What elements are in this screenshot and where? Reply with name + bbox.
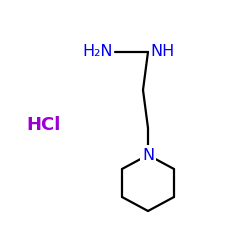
- Text: HCl: HCl: [26, 116, 61, 134]
- Text: N: N: [142, 148, 154, 162]
- Text: H₂N: H₂N: [82, 44, 113, 59]
- Text: NH: NH: [150, 44, 174, 59]
